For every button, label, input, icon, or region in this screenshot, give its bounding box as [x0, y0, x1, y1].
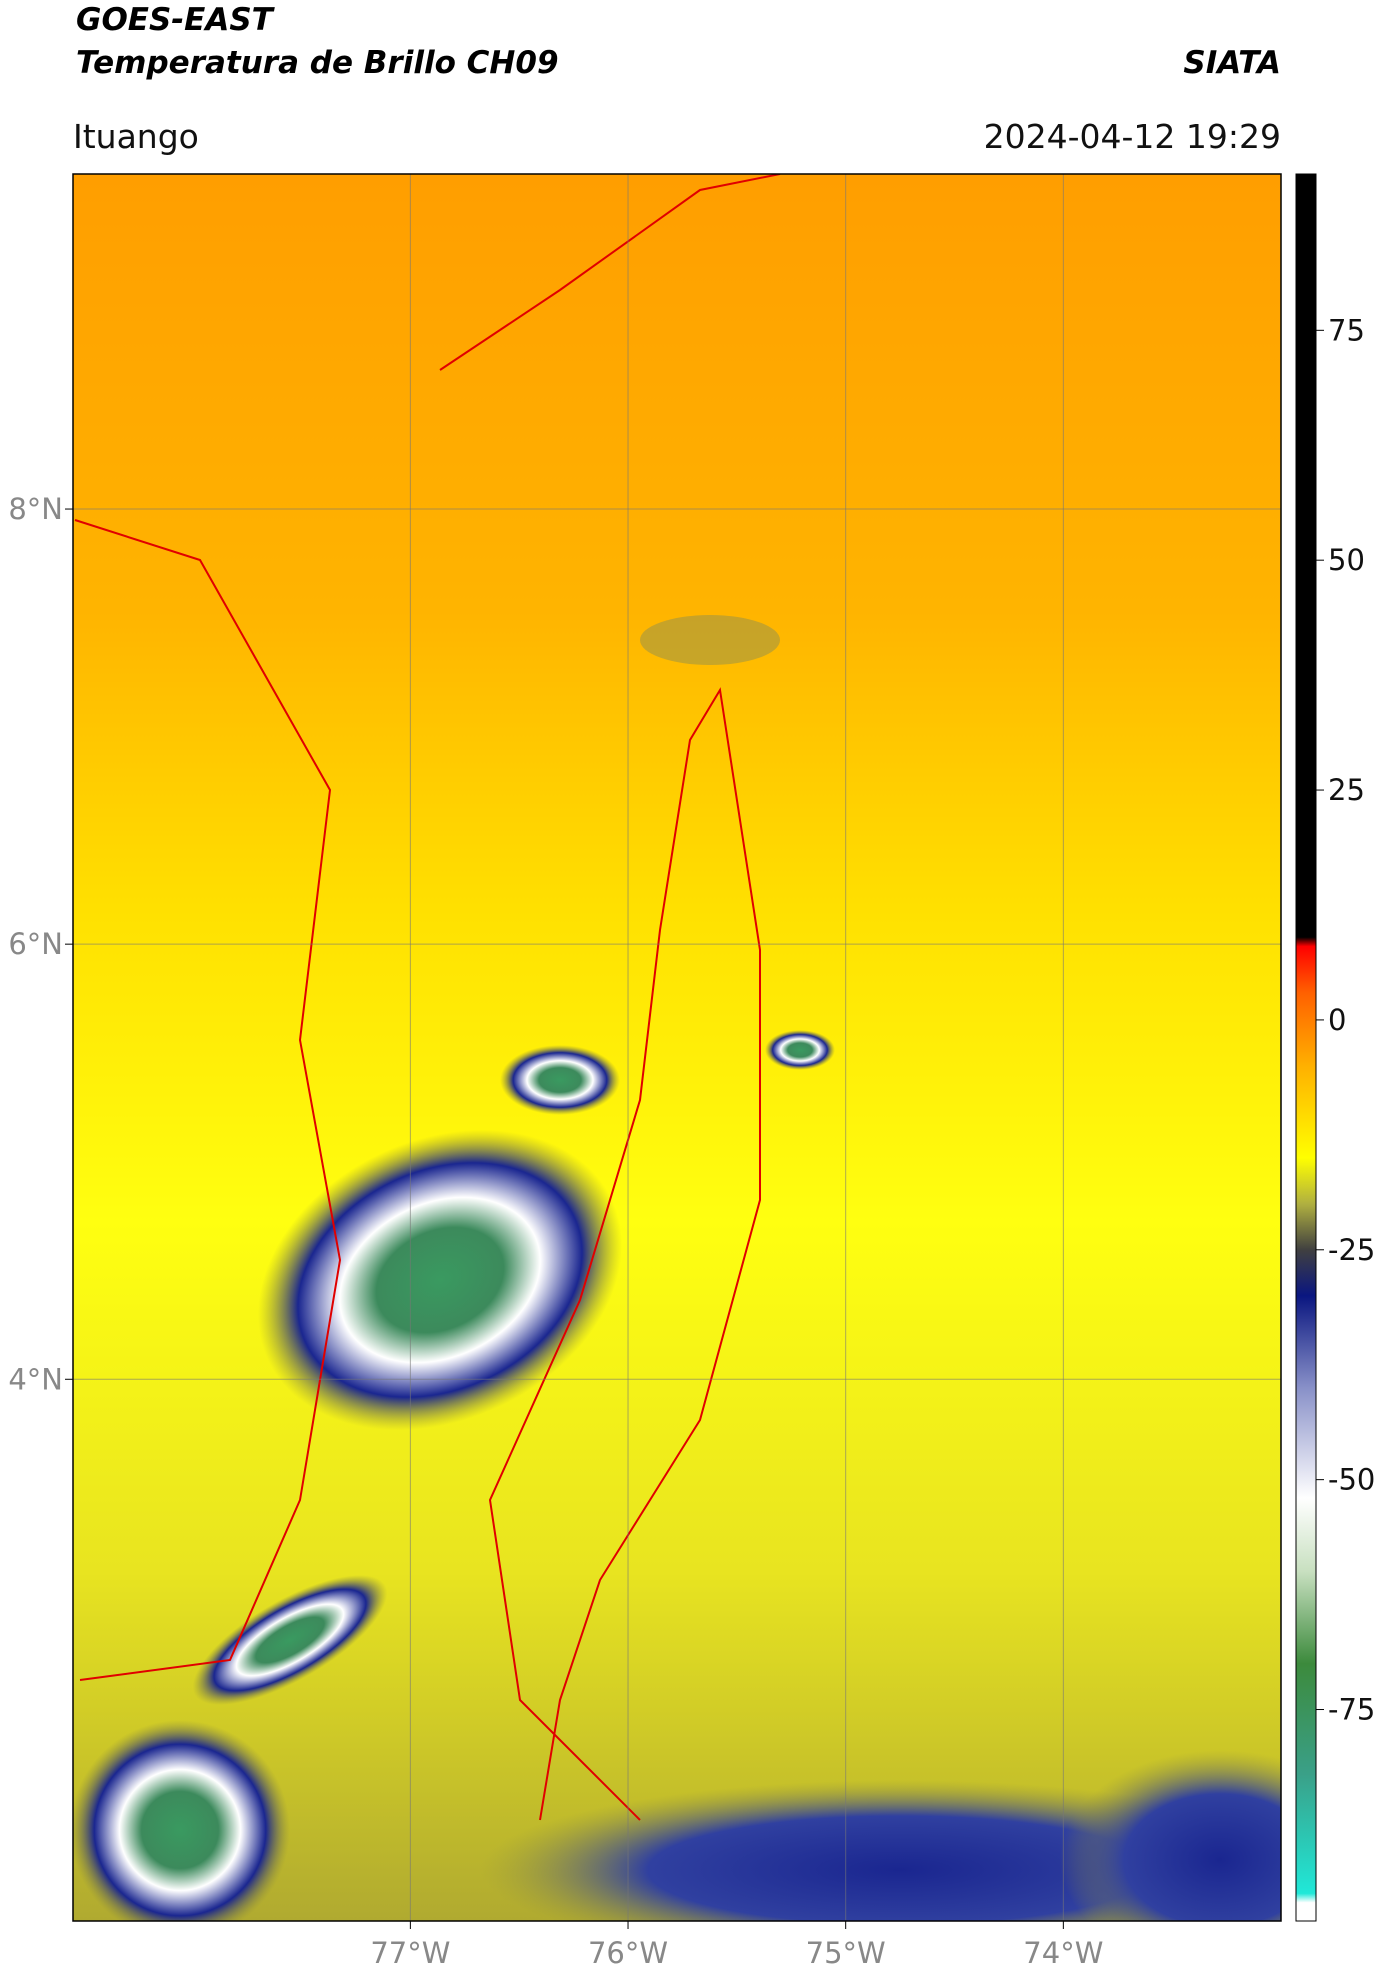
x-tick-label: 77°W: [370, 1936, 450, 1970]
title-line2: Temperatura de Brillo CH09: [76, 45, 559, 81]
coastline: [74, 519, 342, 1681]
colorbar: [1295, 173, 1317, 1922]
y-tick-label: 4°N: [8, 1362, 63, 1396]
map-imagery: [73, 174, 1281, 1921]
timestamp: 2024-04-12 19:29: [984, 117, 1281, 156]
colorbar-tick-label: -50: [1328, 1463, 1375, 1497]
y-tick-label: 6°N: [8, 927, 63, 961]
colorbar-tick-label: -75: [1328, 1693, 1375, 1727]
brand: SIATA: [1183, 45, 1281, 81]
map-frame: [72, 173, 1282, 1922]
basin-outline: [488, 687, 761, 1821]
coastline: [439, 174, 781, 371]
location: Ituango: [73, 117, 199, 156]
colorbar-tick-label: 50: [1328, 543, 1365, 577]
cloud: [500, 1045, 620, 1115]
x-tick-label: 75°W: [806, 1936, 886, 1970]
cloud: [1060, 1750, 1281, 1921]
colorbar-tick-label: 75: [1328, 313, 1365, 347]
cloud: [765, 1030, 835, 1070]
y-tick-label: 8°N: [8, 492, 63, 526]
cloud: [640, 615, 780, 665]
colorbar-tick-label: 25: [1328, 773, 1365, 807]
colorbar-tick-label: 0: [1328, 1003, 1346, 1037]
x-tick-label: 76°W: [588, 1936, 668, 1970]
cloud: [257, 1129, 623, 1431]
colorbar-tick-label: -25: [1328, 1233, 1375, 1267]
cloud: [73, 1720, 290, 1921]
map-grid: [73, 174, 1281, 1921]
title-line1: GOES-EAST: [76, 2, 276, 38]
x-tick-label: 74°W: [1023, 1936, 1103, 1970]
cloud: [192, 1575, 388, 1705]
